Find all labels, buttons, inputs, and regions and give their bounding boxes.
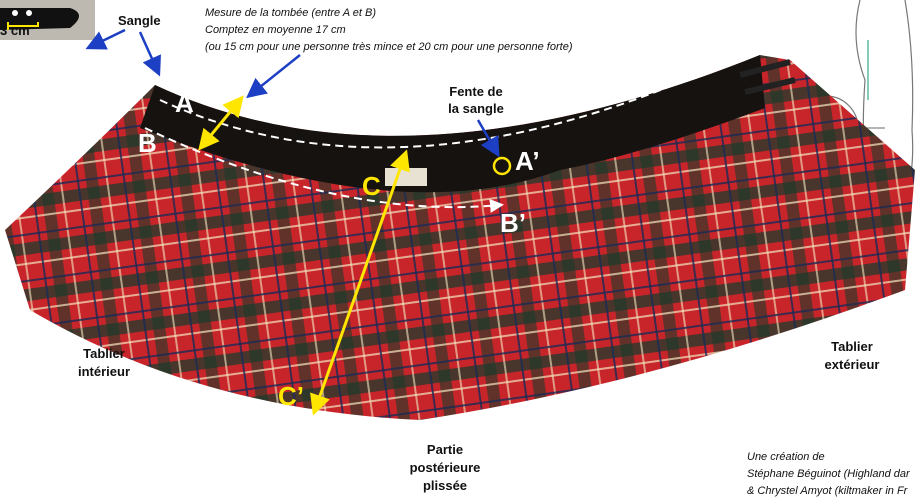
kilt-diagram: 3 cm Sangle Mesure de la tombée (entre A… — [0, 0, 922, 501]
strap-inset: 3 cm — [0, 0, 95, 40]
back-label: Partie — [427, 442, 463, 457]
apron-label: Tablier — [831, 339, 873, 354]
point-label: A’ — [515, 146, 540, 176]
inset-label: 3 cm — [0, 23, 30, 38]
arrow — [140, 32, 158, 72]
arrow — [90, 30, 125, 47]
measure-text: Mesure de la tombée (entre A et B) — [205, 7, 376, 19]
back-label: postérieure — [410, 460, 481, 475]
strap-label: Sangle — [118, 13, 161, 28]
point-label: C — [362, 171, 381, 201]
credit: Stéphane Béguinot (Highland dar — [747, 468, 911, 480]
measure-text: (ou 15 cm pour une personne très mince e… — [205, 41, 573, 53]
measure-text: Comptez en moyenne 17 cm — [205, 24, 346, 36]
point-label: B — [138, 128, 157, 158]
point-label: B’ — [500, 208, 526, 238]
tag — [385, 168, 427, 186]
arrow — [250, 55, 300, 95]
apron-label: Tablier — [83, 346, 125, 361]
credit: & Chrystel Amyot (kiltmaker in Fr — [747, 485, 909, 497]
slot-label: Fente de — [449, 84, 502, 99]
slot-label: la sangle — [448, 101, 504, 116]
apron-label: intérieur — [78, 364, 130, 379]
point-label: C’ — [278, 381, 304, 411]
point-label: A — [175, 88, 194, 118]
back-label: plissée — [423, 478, 467, 493]
credit: Une création de — [747, 451, 825, 463]
apron-label: extérieur — [825, 357, 880, 372]
